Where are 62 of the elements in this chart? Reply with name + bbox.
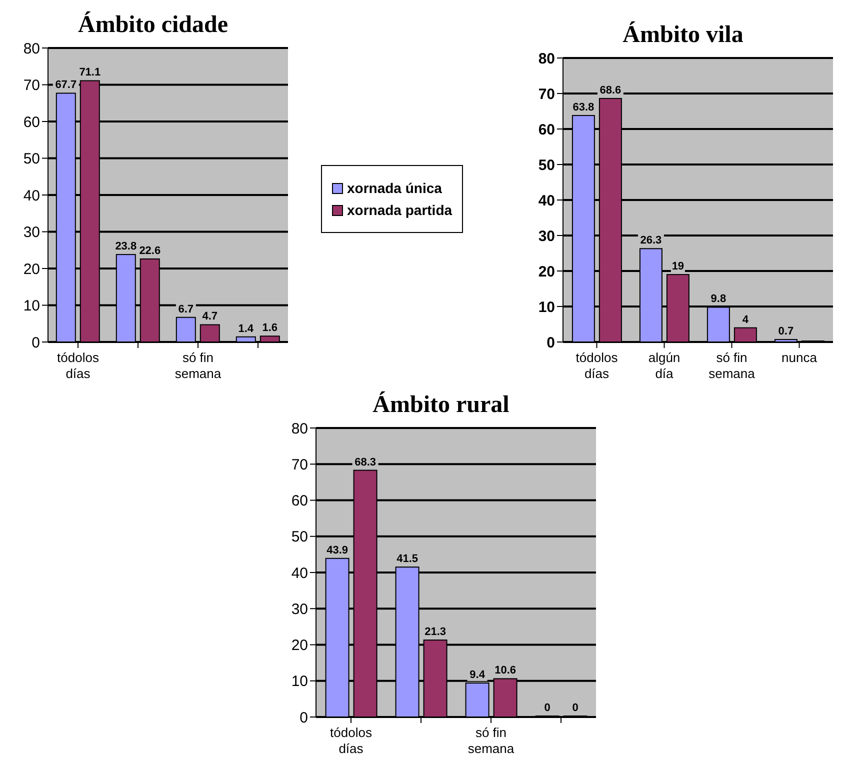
x-tick-label: tódolos días — [330, 725, 372, 756]
data-label: 63.8 — [572, 102, 594, 114]
x-tick-label: só fin semana — [174, 350, 222, 381]
data-label: 6.7 — [178, 303, 194, 316]
data-label: 23.8 — [115, 240, 137, 253]
chart-title: Ámbito vila — [622, 22, 744, 50]
y-tick-label: 50 — [538, 156, 555, 174]
y-tick-label: 50 — [23, 150, 40, 168]
data-label: 1.4 — [238, 322, 254, 335]
y-tick-label: 10 — [23, 298, 40, 315]
y-tick-label: 0 — [32, 334, 40, 352]
data-label: 43.9 — [326, 544, 348, 556]
data-label: 4.7 — [202, 310, 218, 323]
legend-label: xornada única — [347, 180, 442, 196]
y-tick-label: 10 — [291, 673, 308, 690]
y-tick-label: 0 — [300, 709, 308, 726]
y-tick-label: 50 — [291, 528, 308, 546]
y-tick-label: 30 — [538, 228, 555, 245]
y-tick-label: 30 — [23, 224, 40, 242]
y-tick-label: 20 — [291, 637, 308, 654]
data-label: 0.7 — [778, 326, 794, 338]
chart-title: Ámbito rural — [372, 392, 510, 420]
data-label: 10.6 — [494, 664, 516, 677]
y-tick-label: 70 — [291, 456, 308, 474]
x-tick-label: nunca — [782, 350, 818, 365]
x-tick-label: tódolos días — [57, 350, 100, 381]
data-label: 4 — [742, 314, 750, 326]
y-tick-label: 70 — [23, 77, 40, 94]
y-tick-label: 80 — [538, 50, 555, 68]
y-tick-label: 20 — [538, 263, 555, 280]
data-label: 1.6 — [262, 322, 278, 334]
y-tick-label: 10 — [538, 298, 555, 316]
y-tick-label: 30 — [291, 600, 308, 618]
y-tick-label: 60 — [23, 114, 40, 131]
legend-label: xornada partida — [347, 202, 452, 218]
data-label: 0 — [572, 702, 578, 714]
y-tick-label: 40 — [291, 564, 308, 582]
y-tick-label: 70 — [538, 86, 555, 103]
y-tick-label: 40 — [23, 187, 40, 204]
y-tick-label: 40 — [538, 192, 555, 210]
y-tick-label: 80 — [23, 40, 40, 58]
x-tick-label: algún día — [648, 350, 680, 381]
y-tick-label: 20 — [23, 260, 40, 278]
y-tick-label: 0 — [546, 334, 555, 352]
x-tick-label: tódolos días — [576, 350, 618, 381]
y-tick-label: 60 — [291, 492, 308, 510]
data-label: 22.6 — [139, 244, 161, 257]
data-label: 9.4 — [470, 669, 486, 682]
y-tick-label: 80 — [291, 420, 308, 438]
data-label: 68.6 — [600, 84, 622, 96]
data-label: 67.7 — [55, 79, 77, 92]
y-tick-label: 60 — [538, 121, 555, 138]
data-label: 19 — [672, 260, 684, 273]
data-label: 26.3 — [640, 234, 662, 247]
data-label: 9.8 — [710, 293, 726, 306]
chart-title: Ámbito cidade — [77, 12, 229, 40]
x-tick-label: só fin semana — [708, 350, 756, 381]
x-tick-label: só fin semana — [468, 725, 515, 756]
data-label: 71.1 — [79, 66, 101, 79]
data-label: 21.3 — [424, 626, 446, 638]
data-label: 41.5 — [396, 553, 418, 566]
data-label: 68.3 — [354, 456, 376, 468]
